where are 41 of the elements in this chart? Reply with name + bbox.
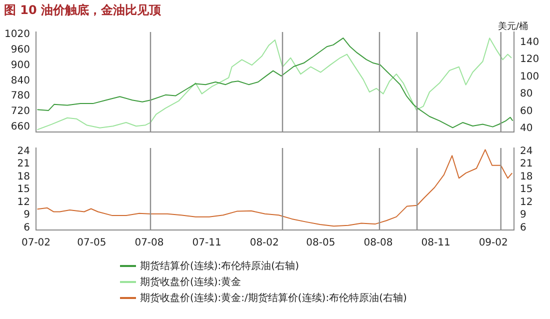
y2-tick-label: 100 xyxy=(520,71,540,82)
x-tick-label: 08-05 xyxy=(306,238,336,249)
y2-tick-label: 18 xyxy=(520,171,533,182)
y-tick-label: 780 xyxy=(10,90,30,102)
y-tick-label: 6 xyxy=(24,222,30,234)
y-tick-label: 18 xyxy=(17,171,30,182)
x-tick-label: 08-11 xyxy=(421,238,450,249)
y2-tick-label: 24 xyxy=(520,146,533,157)
y-tick-label: 1020 xyxy=(4,29,30,40)
y2-tick-label: 21 xyxy=(520,158,533,170)
y-tick-label: 15 xyxy=(17,184,30,196)
y-tick-label: 12 xyxy=(17,196,30,208)
y2-tick-label: 60 xyxy=(520,106,533,117)
y2-tick-label: 80 xyxy=(520,88,533,100)
y-tick-label: 720 xyxy=(10,106,30,118)
y-tick-label: 960 xyxy=(10,44,30,56)
y2-tick-label: 40 xyxy=(520,123,533,134)
y2-tick-label: 6 xyxy=(520,222,526,234)
y-tick-label: 9 xyxy=(24,210,30,221)
y2-tick-label: 9 xyxy=(520,210,526,221)
y-tick-label: 840 xyxy=(10,75,30,86)
y-tick-label: 660 xyxy=(10,121,30,132)
legend-label: 期货收盘价(连续):黄金:/期货结算价(连续):布伦特原油(右轴) xyxy=(140,292,407,305)
x-tick-label: 07-05 xyxy=(77,238,106,249)
y-tick-label: 24 xyxy=(17,146,30,157)
y2-axis-title: 美元/桶 xyxy=(498,20,528,32)
legend-label: 期货收盘价(连续):黄金 xyxy=(140,276,242,289)
legend-label: 期货结算价(连续):布伦特原油(右轴) xyxy=(140,260,299,273)
y2-tick-label: 15 xyxy=(520,184,533,196)
y2-tick-label: 12 xyxy=(520,196,533,208)
y2-tick-label: 120 xyxy=(520,54,540,66)
y-tick-label: 900 xyxy=(10,60,30,71)
x-tick-label: 07-08 xyxy=(134,238,164,249)
x-tick-label: 07-11 xyxy=(192,238,222,249)
y2-tick-label: 140 xyxy=(520,36,540,48)
y-tick-label: 21 xyxy=(17,158,30,170)
x-tick-label: 07-02 xyxy=(21,238,51,249)
x-tick-label: 08-08 xyxy=(364,238,393,249)
x-tick-label: 08-02 xyxy=(250,238,279,249)
chart-title: 图 10 油价触底，金油比见顶 xyxy=(4,2,162,19)
x-tick-label: 09-02 xyxy=(478,238,508,249)
